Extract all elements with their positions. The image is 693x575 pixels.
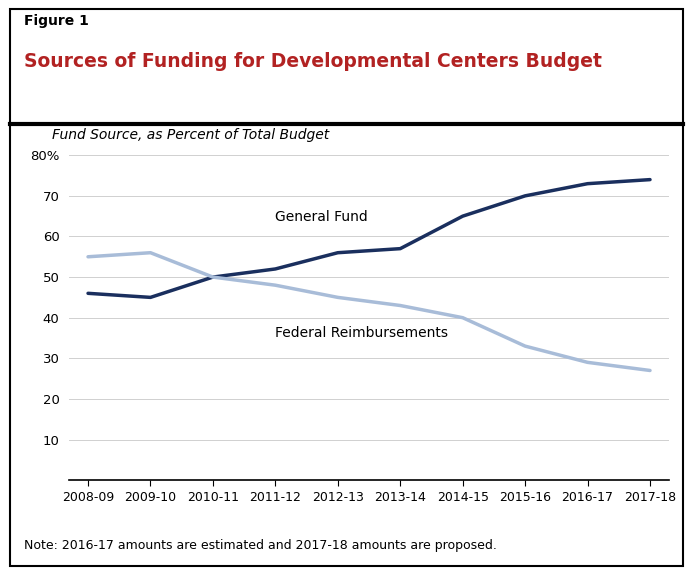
Text: Note: 2016-17 amounts are estimated and 2017-18 amounts are proposed.: Note: 2016-17 amounts are estimated and … [24, 539, 497, 552]
Text: Federal Reimbursements: Federal Reimbursements [275, 326, 448, 340]
Text: Fund Source, as Percent of Total Budget: Fund Source, as Percent of Total Budget [52, 128, 329, 142]
Text: General Fund: General Fund [275, 210, 368, 224]
Text: Figure 1: Figure 1 [24, 14, 89, 28]
Text: Sources of Funding for Developmental Centers Budget: Sources of Funding for Developmental Cen… [24, 52, 602, 71]
